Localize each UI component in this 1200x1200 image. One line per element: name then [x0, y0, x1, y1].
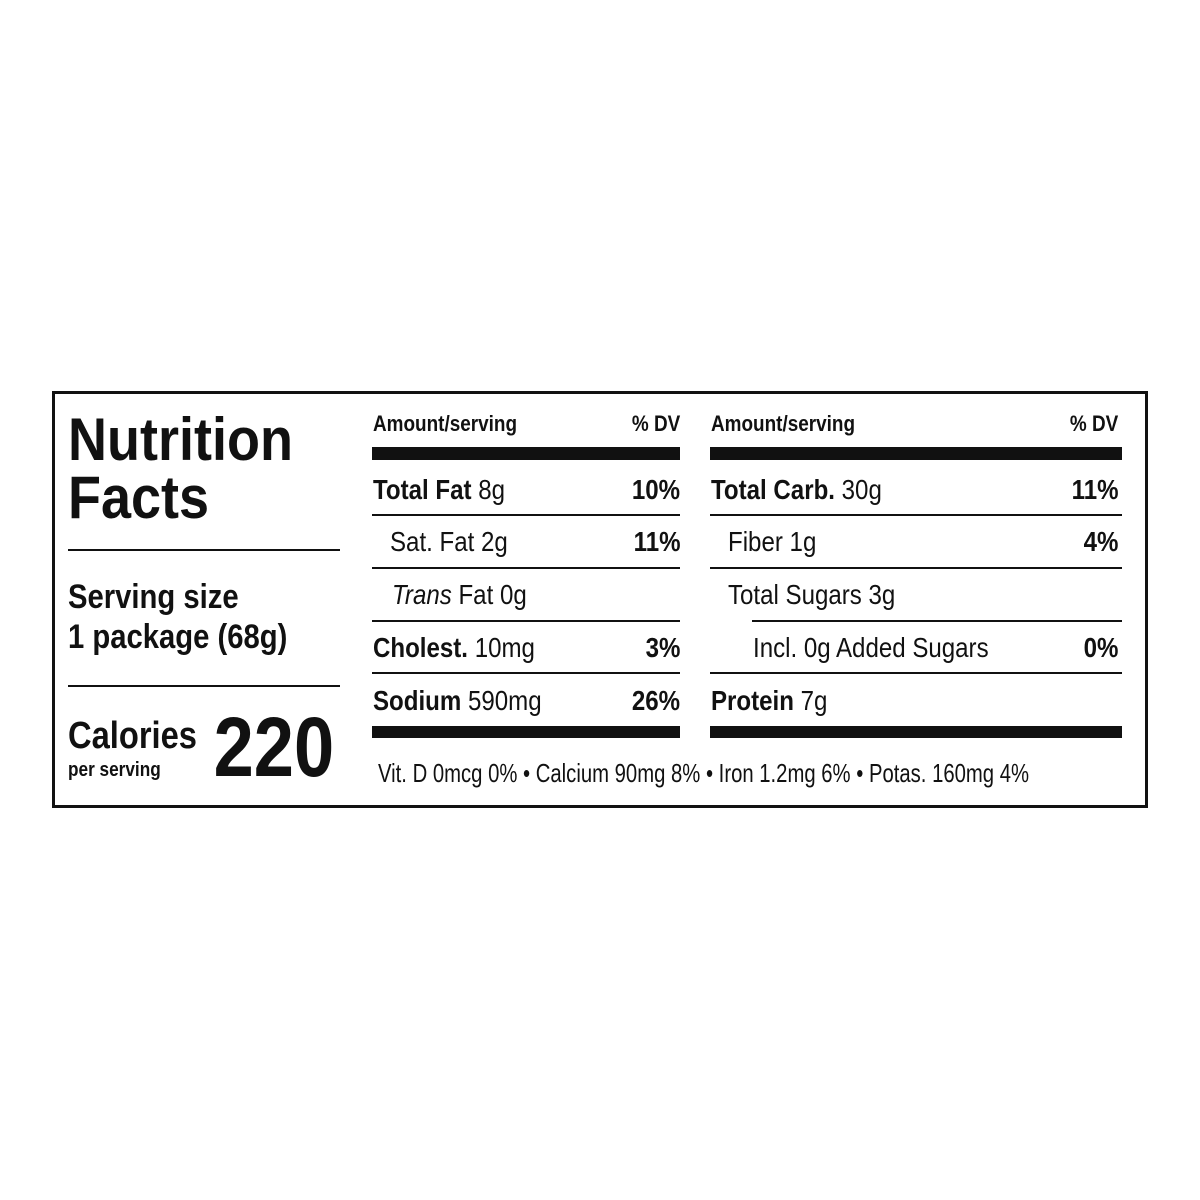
dv-added-sugars: 0%: [1083, 632, 1118, 663]
divider: [68, 549, 340, 551]
header-dv: % DV: [631, 411, 680, 436]
dv-fiber: 4%: [1083, 526, 1118, 557]
row-total-carb: Total Carb. 30g: [711, 474, 882, 505]
divider: [372, 567, 680, 569]
nutrition-facts-panel: [52, 391, 1148, 808]
header-amount-right: Amount/serving: [711, 411, 856, 436]
header-dv-right: % DV: [1069, 411, 1118, 436]
divider: [710, 672, 1122, 674]
divider: [372, 514, 680, 516]
divider: [752, 620, 1122, 622]
row-total-fat: Total Fat 8g: [373, 474, 506, 505]
dv-total-carb: 11%: [1071, 474, 1118, 505]
divider: [710, 514, 1122, 516]
row-trans-fat: Trans Fat 0g: [392, 579, 527, 610]
thick-bar: [710, 726, 1122, 738]
row-fiber: Fiber 1g: [728, 526, 817, 557]
title-nutrition: Nutrition: [68, 406, 293, 473]
row-total-sugars: Total Sugars 3g: [728, 579, 896, 610]
calories-value: 220: [213, 700, 334, 794]
dv-sodium: 26%: [631, 685, 680, 716]
title-facts: Facts: [68, 464, 210, 531]
dv-cholesterol: 3%: [645, 632, 680, 663]
dv-sat-fat: 11%: [633, 526, 680, 557]
row-added-sugars: Incl. 0g Added Sugars: [753, 632, 989, 663]
row-cholesterol: Cholest. 10mg: [373, 632, 535, 663]
divider: [372, 620, 680, 622]
thick-bar: [372, 447, 680, 460]
divider: [372, 672, 680, 674]
micronutrients: Vit. D 0mcg 0% • Calcium 90mg 8% • Iron …: [378, 758, 1030, 788]
thick-bar: [710, 447, 1122, 460]
calories-label: Calories: [68, 715, 197, 757]
dv-total-fat: 10%: [631, 474, 680, 505]
thick-bar: [372, 726, 680, 738]
row-protein: Protein 7g: [711, 685, 828, 716]
serving-size-value: 1 package (68g): [68, 618, 288, 656]
serving-size-label: Serving size: [68, 578, 239, 616]
divider: [68, 685, 340, 687]
header-amount: Amount/serving: [373, 411, 518, 436]
row-sodium: Sodium 590mg: [373, 685, 542, 716]
divider: [710, 567, 1122, 569]
calories-sublabel: per serving: [68, 759, 161, 781]
row-sat-fat: Sat. Fat 2g: [390, 526, 508, 557]
